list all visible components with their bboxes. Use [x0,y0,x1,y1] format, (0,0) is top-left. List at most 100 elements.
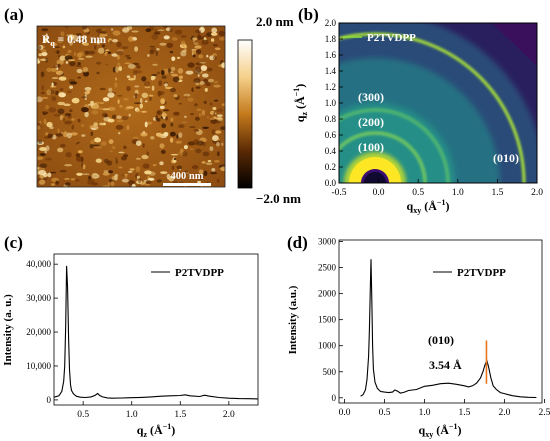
afm-grain [59,55,66,61]
afm-grain [173,111,180,116]
afm-grain [47,133,54,138]
afm-grain [76,172,83,176]
afm-grain [144,100,148,103]
afm-grain [69,85,74,89]
afm-grain [121,46,129,49]
afm-grain [52,134,57,140]
afm-grain [83,71,90,77]
afm-grain [213,55,217,61]
afm-grain [112,30,121,36]
c-x-tick-label: 1.0 [126,410,138,420]
afm-grain [101,44,106,48]
afm-grain [193,78,201,83]
b-x-tick-label: 0.5 [412,188,424,198]
b-x-tick-label: -0.5 [331,188,346,198]
afm-grain [114,157,118,159]
afm-grain [59,88,64,91]
afm-grain [151,85,155,91]
afm-grain [118,151,125,154]
afm-grain [105,63,109,66]
afm-grain [107,182,110,187]
afm-grain [204,34,209,38]
panel-c: (c) 0.5 1.0 1.5 2.0 0 10,000 20,000 30,000 40,0… [2,233,259,439]
afm-grain [116,54,120,60]
afm-grain [152,63,158,66]
afm-grain [45,132,49,136]
afm-grain [57,108,65,115]
peak-label-010: (010) [493,151,519,165]
afm-grain [178,132,183,139]
afm-grain [101,141,107,146]
afm-grain [201,109,205,116]
afm-grain [81,107,89,113]
afm-grain [74,52,77,56]
afm-grain [170,66,176,71]
afm-grain [55,180,59,185]
afm-grain [216,108,224,113]
afm-grain [70,132,78,136]
afm-grain [216,178,220,183]
afm-grain [55,90,59,96]
afm-grain [87,50,96,55]
afm-grain [187,62,195,68]
afm-grain [141,92,148,99]
afm-grain [93,45,97,50]
afm-grain [114,77,118,81]
afm-grain [217,117,223,122]
c-y-tick-label: 0 [47,395,52,405]
d-x-tick-label: 1.5 [459,408,471,418]
afm-grain [37,156,44,160]
c-y-axis: 0 10,000 20,000 30,000 40,000 [26,259,58,405]
afm-grain [221,142,224,146]
afm-grain [220,166,225,172]
afm-grain [39,163,48,168]
afm-grain [45,145,50,151]
panel-b-label: (b) [298,5,319,24]
afm-grain [126,106,134,109]
afm-grain [141,76,147,82]
afm-grain [50,68,58,72]
afm-grain [151,34,159,40]
legend-label: P2TVDPP [367,32,416,44]
afm-grain [192,165,199,170]
afm-grain [160,98,166,105]
b-y-tick-label: 0.6 [325,130,337,140]
afm-grain [140,97,143,104]
afm-grain [180,50,187,57]
afm-grain [201,161,206,164]
afm-grain [89,144,94,149]
afm-grain [147,54,150,57]
afm-grain [46,67,52,72]
afm-grain [80,36,87,39]
afm-grain [84,94,87,101]
d-y-tick-label: 1000 [318,341,337,351]
afm-grain [173,157,177,161]
afm-grain [91,110,99,115]
afm-grain [86,89,90,94]
peak-label-100: (100) [358,140,384,154]
afm-grain [39,58,48,61]
afm-grain [158,80,163,87]
afm-grain [149,49,155,55]
afm-grain [170,117,174,122]
afm-grain [198,169,204,175]
afm-grain [172,76,180,83]
afm-grain [82,26,87,30]
afm-grain [71,97,80,104]
afm-grain [83,28,90,33]
afm-grain [197,74,200,77]
afm-grain [218,36,225,41]
afm-grain [160,171,168,175]
afm-grain [132,136,139,140]
afm-grain [170,122,174,127]
afm-grain [203,170,208,177]
d-x-tick-label: 1.0 [419,408,431,418]
afm-grain [221,62,225,69]
panel-b: (b) P2TVDPP (300) (200) (100) (010) -0.5… [292,5,543,215]
afm-grain [176,134,179,139]
d-y-tick-label: 500 [323,367,337,377]
afm-grain [116,41,122,48]
afm-grain [64,177,70,180]
afm-grain [41,51,48,57]
afm-grain [70,178,76,181]
